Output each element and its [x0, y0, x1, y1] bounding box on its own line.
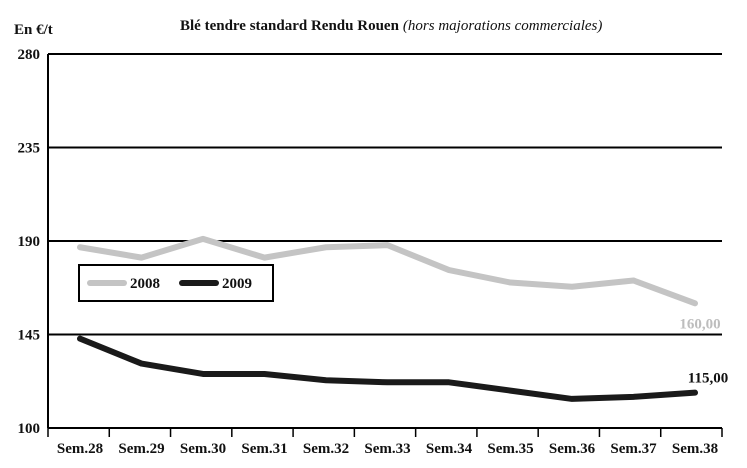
- x-tick-label-sem31: Sem.31: [241, 441, 287, 457]
- x-tick-label-sem28: Sem.28: [57, 441, 103, 457]
- y-axis-unit-label: En €/t: [14, 22, 53, 38]
- series-layer: [77, 235, 698, 402]
- grid-layer: [48, 53, 722, 429]
- y-tick-label-235: 235: [18, 141, 41, 157]
- x-tick-label-sem30: Sem.30: [180, 441, 226, 457]
- legend: 2008 2009: [78, 264, 274, 302]
- y-tick-label-100: 100: [18, 421, 41, 437]
- chart-subtitle: (hors majorations commerciales): [403, 18, 602, 34]
- x-tick-label-sem34: Sem.34: [426, 441, 473, 457]
- legend-label-2008: 2008: [130, 276, 160, 292]
- y-tick-label-145: 145: [18, 328, 41, 344]
- end-label-2008: 160,00: [679, 316, 720, 332]
- x-tick-label-sem29: Sem.29: [118, 441, 164, 457]
- end-labels: 160,00 115,00: [679, 316, 728, 386]
- y-tick-label-190: 190: [18, 234, 41, 250]
- y-tick-label-280: 280: [18, 47, 41, 63]
- legend-label-2009: 2009: [222, 276, 252, 292]
- chart-title-main: Blé tendre standard Rendu Rouen: [180, 18, 400, 34]
- x-tick-label-sem32: Sem.32: [303, 441, 349, 457]
- axis-layer: 100 145 190 235 280 Sem.28 Sem.29 Sem.30 Sem.31 S…: [18, 47, 723, 457]
- x-tick-label-sem38: Sem.38: [672, 441, 718, 457]
- series-line-2009: [77, 335, 698, 402]
- end-label-2009: 115,00: [688, 371, 728, 387]
- x-tick-label-sem33: Sem.33: [364, 441, 410, 457]
- chart-title: Blé tendre standard Rendu Rouen (hors maj…: [180, 18, 602, 34]
- x-tick-label-sem35: Sem.35: [487, 441, 533, 457]
- x-tick-label-sem37: Sem.37: [610, 441, 657, 457]
- x-tick-label-sem36: Sem.36: [549, 441, 596, 457]
